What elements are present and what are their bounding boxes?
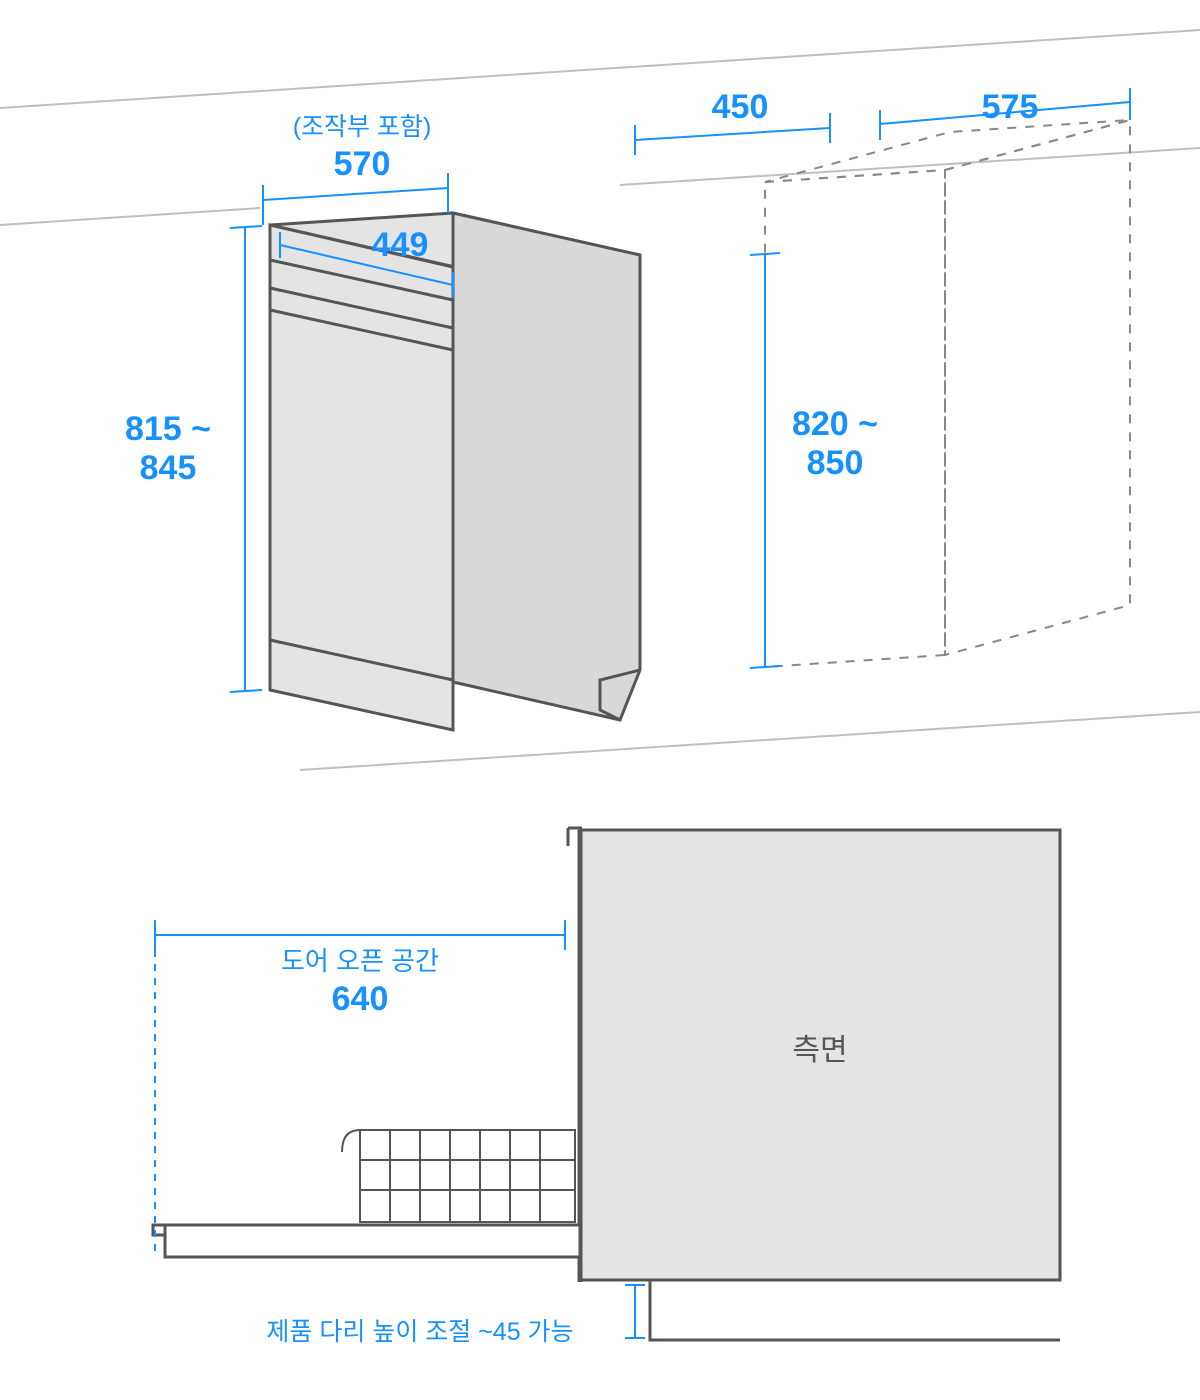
side-door-open: [153, 1225, 580, 1257]
dim-product-width-note: (조작부 포함): [293, 113, 432, 141]
side-panel-label: 측면: [792, 1034, 847, 1067]
cavity-outline: [765, 120, 1130, 667]
dimension-diagram: 450 575 820 ~850: [0, 0, 1200, 1400]
dim-product-width-value: 570: [334, 145, 391, 183]
dim-product-height-label: 815 ~845: [125, 410, 211, 487]
side-body: [568, 828, 1060, 1344]
dim-cavity-depth-label: 575: [982, 88, 1039, 126]
dim-cavity-height: [750, 253, 780, 668]
dim-cavity-height-label-1: 820 ~850: [792, 405, 878, 482]
side-view: 측면: [153, 828, 1060, 1346]
product-box: [270, 213, 640, 730]
dim-door-open-value: 640: [332, 980, 389, 1018]
dim-front-width-label: 449: [372, 226, 429, 264]
dim-leg-note: 제품 다리 높이 조절 ~45 가능: [266, 1318, 573, 1346]
iso-view: 450 575 820 ~850: [0, 30, 1200, 770]
dim-door-open-note: 도어 오픈 공간: [281, 946, 439, 976]
dim-cavity-width-label: 450: [712, 88, 769, 126]
side-rack: [342, 1130, 575, 1222]
dim-product-height: [230, 226, 262, 692]
